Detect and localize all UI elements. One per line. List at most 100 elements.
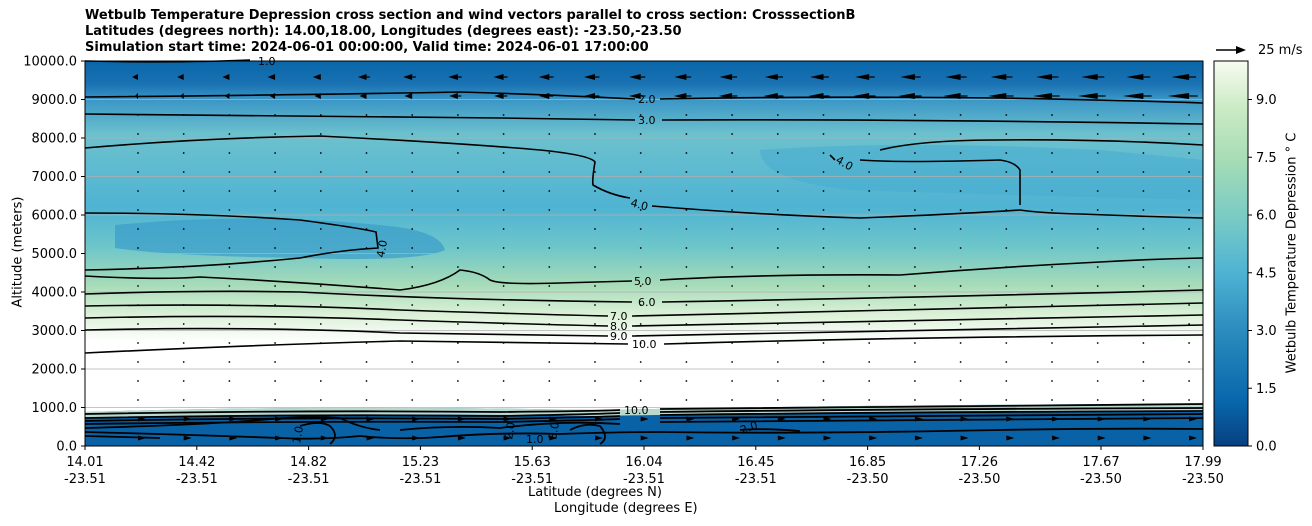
wind-arrow: [457, 152, 459, 154]
contour-12: [84, 334, 1204, 354]
wind-arrow: [411, 171, 414, 173]
wind-arrow: [959, 133, 962, 135]
wind-arrow: [1188, 361, 1190, 363]
wind-arrow: [411, 304, 414, 306]
wind-arrow: [914, 171, 916, 173]
wind-arrow: [914, 133, 916, 135]
wind-arrow: [1005, 285, 1008, 287]
wind-arrow: [1005, 209, 1008, 211]
wind-arrow: [869, 416, 878, 422]
wind-arrow: [869, 435, 878, 441]
contour-8: [84, 289, 1204, 303]
bl-contour-7: [84, 422, 801, 445]
wind-arrow: [1126, 74, 1144, 80]
wind-arrow: [1051, 228, 1053, 230]
wind-arrow: [502, 133, 505, 135]
wind-arrow: [822, 361, 825, 363]
wind-arrow: [411, 190, 414, 192]
wind-arrow: [1096, 247, 1099, 249]
wind-arrow: [776, 171, 779, 173]
contour-label: 6.0: [638, 296, 656, 309]
wind-arrow: [319, 399, 322, 401]
contour-9: [84, 302, 1204, 317]
wind-arrow: [1005, 152, 1008, 154]
x-tick-label-lon: -23.50: [958, 472, 1000, 487]
wind-arrow: [1142, 247, 1145, 249]
wind-arrow: [1096, 304, 1099, 306]
wind-arrow: [365, 133, 368, 135]
y-tick-label: 10000.0: [23, 55, 77, 70]
wind-arrow: [685, 209, 688, 211]
wind-arrow: [822, 266, 825, 268]
wind-arrow: [319, 190, 322, 192]
wind-arrow: [914, 228, 916, 230]
contour-7: [84, 257, 1204, 291]
x-tick-label-lon: -23.50: [1080, 472, 1122, 487]
wind-arrow: [1005, 247, 1008, 249]
wind-arrow: [685, 190, 688, 192]
wind-arrow: [1142, 266, 1145, 268]
wind-arrow: [365, 171, 368, 173]
wind-arrow: [274, 342, 276, 344]
wind-arrow: [502, 380, 505, 382]
wind-arrow: [319, 342, 322, 344]
wind-arrow: [182, 114, 185, 116]
wind-arrow: [274, 152, 276, 154]
wind-arrow: [1097, 416, 1106, 422]
wind-arrow: [457, 190, 459, 192]
wind-arrow: [959, 323, 962, 325]
wind-arrow: [135, 93, 138, 99]
wind-arrow: [594, 171, 596, 173]
wind-arrow: [502, 399, 505, 401]
wind-arrow: [502, 190, 505, 192]
wind-arrow: [1052, 435, 1060, 441]
wind-arrow: [274, 228, 276, 230]
wind-arrow: [411, 209, 414, 211]
wind-arrow: [1051, 247, 1053, 249]
wind-arrow: [1096, 228, 1099, 230]
wind-arrow: [457, 247, 459, 249]
wind-arrow: [183, 416, 192, 422]
wind-arrow: [411, 380, 414, 382]
wind-arrow: [365, 361, 368, 363]
wind-arrow: [411, 285, 414, 287]
wind-arrow: [502, 266, 505, 268]
wind-arrow: [1142, 304, 1145, 306]
wind-arrow: [868, 190, 871, 192]
quiver-key-arrow-icon: [1216, 46, 1246, 54]
wind-arrow: [366, 435, 375, 441]
wind-arrow: [808, 93, 824, 99]
wind-arrow: [137, 114, 139, 116]
y-tick-label: 8000.0: [32, 132, 78, 147]
x-tick-label-lat: 15.63: [514, 455, 551, 470]
wind-arrow: [822, 133, 825, 135]
wind-arrow: [548, 209, 551, 211]
wind-arrow: [640, 416, 649, 422]
wind-arrow: [358, 74, 367, 80]
y-tick-label: 4000.0: [32, 286, 78, 301]
wind-arrow: [731, 247, 733, 249]
wind-arrow: [1033, 93, 1052, 99]
wind-arrow: [137, 171, 139, 173]
wind-arrow: [228, 323, 231, 325]
wind-arrow: [539, 93, 550, 99]
wind-arrow: [1051, 342, 1053, 344]
wind-arrow: [1081, 74, 1098, 80]
colorbar-label: Wetbulb Temperature Depression ° C: [1284, 132, 1300, 374]
wind-arrow: [182, 266, 185, 268]
x-tick-label-lon: -23.51: [176, 472, 218, 487]
wind-arrow: [594, 266, 596, 268]
wind-arrow: [1096, 171, 1099, 173]
wind-arrow: [914, 266, 916, 268]
wind-arrow: [548, 361, 551, 363]
contour-6: [84, 212, 379, 271]
wind-arrow: [503, 435, 512, 441]
title-line-3: Simulation start time: 2024-06-01 00:00:…: [85, 40, 649, 55]
wind-arrow: [548, 171, 551, 173]
wind-arrow: [548, 228, 551, 230]
wind-arrow: [1188, 152, 1190, 154]
colorbar-tick-label: 4.5: [1256, 266, 1277, 281]
wind-arrow: [868, 228, 871, 230]
wind-arrow: [182, 228, 185, 230]
wind-arrow: [763, 93, 778, 99]
